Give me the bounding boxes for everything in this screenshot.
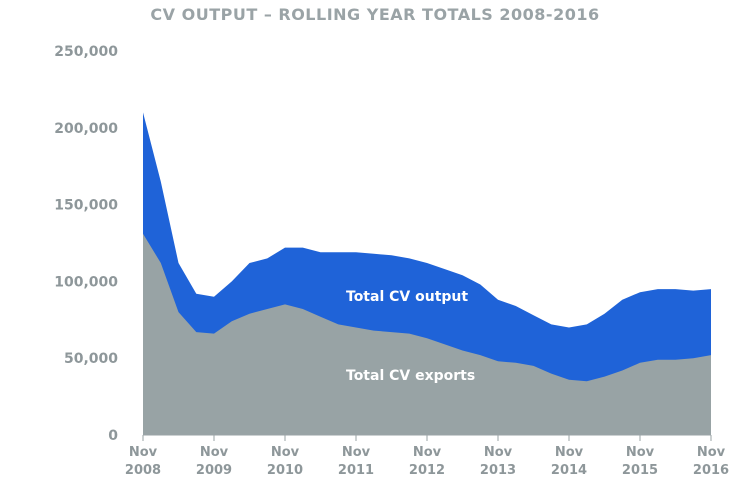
- y-axis-ticks: 0 50,000 100,000 150,000 200,000 250,000: [54, 44, 118, 444]
- x-tick-label-year: 2011: [338, 463, 374, 478]
- x-tick-label-year: 2013: [480, 463, 516, 478]
- x-tick-label-month: Nov: [129, 445, 158, 460]
- x-tick-label-month: Nov: [484, 445, 513, 460]
- series-label-output: Total CV output: [346, 289, 468, 305]
- x-tick-label-year: 2009: [196, 463, 232, 478]
- series-label-exports: Total CV exports: [346, 368, 475, 384]
- y-tick-label: 250,000: [54, 44, 118, 60]
- x-tick-label-month: Nov: [697, 445, 726, 460]
- chart-title: CV OUTPUT – ROLLING YEAR TOTALS 2008-201…: [150, 5, 600, 24]
- y-tick-label: 150,000: [54, 198, 118, 214]
- area-total-cv-exports: [143, 233, 711, 435]
- x-tick-label-month: Nov: [271, 445, 300, 460]
- x-tick-label-month: Nov: [342, 445, 371, 460]
- x-tick-label-year: 2014: [551, 463, 587, 478]
- x-tick-label-month: Nov: [555, 445, 584, 460]
- y-tick-label: 50,000: [64, 351, 118, 367]
- x-tick-label-month: Nov: [413, 445, 442, 460]
- y-tick-label: 200,000: [54, 121, 118, 137]
- x-tick-label-year: 2016: [693, 463, 729, 478]
- series-areas: [143, 112, 711, 436]
- x-tick-label-year: 2015: [622, 463, 658, 478]
- x-tick-label-year: 2012: [409, 463, 445, 478]
- x-axis-ticks: Nov 2008 Nov 2009 Nov 2010 Nov 2011 Nov 2012 Nov 20…: [125, 435, 729, 478]
- y-tick-label: 100,000: [54, 274, 118, 290]
- x-tick-label-year: 2010: [267, 463, 303, 478]
- x-tick-label-month: Nov: [626, 445, 655, 460]
- y-tick-label: 0: [108, 428, 118, 444]
- x-tick-label-month: Nov: [200, 445, 229, 460]
- x-tick-label-year: 2008: [125, 463, 161, 478]
